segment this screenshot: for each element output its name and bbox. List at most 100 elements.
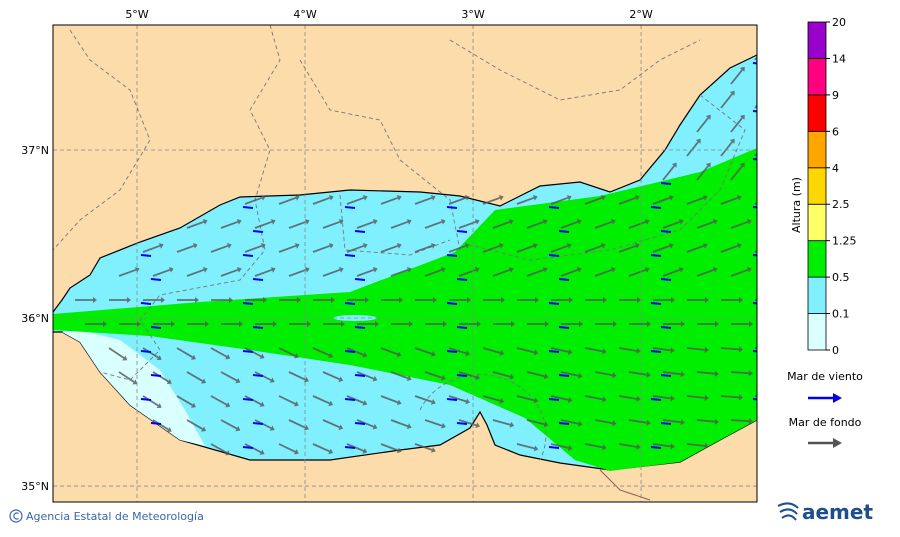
swell-arrow bbox=[210, 244, 229, 253]
colorbar-label: 6 bbox=[832, 125, 839, 138]
swell-arrow-head bbox=[464, 243, 470, 249]
swell-arrow bbox=[754, 347, 757, 350]
wind-sea-arrow bbox=[252, 278, 264, 281]
swell-arrow bbox=[278, 347, 296, 357]
swell-arrow-head bbox=[474, 267, 480, 273]
wind-sea-arrow bbox=[456, 422, 468, 425]
swell-arrow bbox=[526, 419, 545, 426]
swell-arrow bbox=[560, 220, 579, 229]
logo-mark bbox=[777, 502, 799, 521]
swell-arrow bbox=[414, 244, 433, 253]
swell-arrow bbox=[492, 371, 511, 378]
swell-arrow-head bbox=[205, 321, 209, 327]
wind-sea-arrow bbox=[660, 374, 672, 377]
swell-arrow-head bbox=[475, 374, 481, 381]
swell-arrow bbox=[652, 196, 671, 205]
swell-arrow-head bbox=[103, 321, 107, 327]
swell-arrow-head bbox=[577, 420, 583, 427]
swell-arrow-head bbox=[764, 43, 769, 48]
swell-arrow-head bbox=[259, 353, 265, 359]
swell-arrow bbox=[720, 93, 733, 109]
wind-sea-arrow bbox=[344, 302, 356, 305]
wind-sea-arrow bbox=[660, 182, 672, 185]
swell-arrow-head bbox=[508, 267, 514, 273]
swell-arrow bbox=[730, 419, 750, 423]
swell-arrow-head bbox=[567, 348, 573, 355]
swell-arrow-head bbox=[201, 378, 207, 384]
swell-arrow bbox=[346, 395, 364, 404]
swell-arrow bbox=[424, 220, 443, 229]
swell-arrow-head bbox=[509, 373, 515, 380]
swell-arrow-head bbox=[338, 424, 344, 430]
wind-sea-arrow bbox=[242, 398, 254, 401]
swell-arrow-head bbox=[440, 219, 446, 225]
swell-arrow-head bbox=[533, 397, 539, 404]
swell-arrow-head bbox=[338, 267, 344, 273]
swell-arrow-head bbox=[225, 450, 231, 456]
wind-sea-arrow bbox=[650, 254, 662, 257]
swell-arrow-head bbox=[499, 350, 505, 356]
swell-arrow-head bbox=[736, 195, 742, 201]
swell-arrow-head bbox=[293, 449, 299, 455]
border bbox=[419, 374, 547, 461]
swell-arrow-head bbox=[704, 394, 709, 401]
swell-arrow bbox=[176, 395, 193, 406]
swell-arrow-head bbox=[704, 442, 709, 449]
swell-arrow-head bbox=[533, 349, 539, 356]
swell-arrow-head bbox=[739, 114, 745, 120]
colorbar-bin bbox=[807, 167, 827, 205]
colorbar-title: Altura (m) bbox=[790, 177, 803, 233]
swell-arrow-head bbox=[545, 321, 549, 327]
swell-arrow-head bbox=[259, 401, 265, 407]
swell-arrow bbox=[312, 443, 330, 453]
swell-arrow-head bbox=[431, 399, 436, 405]
border bbox=[53, 29, 151, 251]
swell-arrow bbox=[550, 347, 569, 353]
swell-arrow-head bbox=[695, 138, 701, 144]
swell-arrow-head bbox=[396, 243, 402, 249]
wind-sea-arrow bbox=[354, 278, 366, 281]
swell-arrow-head bbox=[431, 351, 436, 357]
swell-arrow-head bbox=[498, 243, 504, 249]
swell-arrow-head bbox=[636, 443, 641, 450]
swell-arrow-head bbox=[362, 243, 368, 249]
wind-sea-arrow bbox=[456, 326, 468, 329]
swell-arrow bbox=[244, 244, 263, 253]
swell-arrow bbox=[220, 419, 238, 430]
legend-label: Mar de viento bbox=[787, 370, 863, 383]
colorbar-label: 0.1 bbox=[832, 308, 850, 321]
swell-arrow bbox=[288, 419, 306, 429]
swell-arrow bbox=[686, 395, 705, 399]
swell-arrow-head bbox=[736, 243, 742, 249]
swell-arrow-head bbox=[670, 347, 675, 354]
colorbar-bin bbox=[807, 313, 827, 351]
wind-sea-arrow bbox=[558, 278, 570, 281]
lat-label: 37°N bbox=[21, 144, 49, 157]
swell-arrow-head bbox=[704, 346, 709, 353]
swell-arrow-head bbox=[465, 350, 470, 357]
swell-arrow bbox=[414, 196, 433, 205]
wind-sea-arrow bbox=[252, 422, 264, 425]
swell-arrow-head bbox=[273, 321, 277, 327]
swell-arrow-head bbox=[746, 267, 752, 273]
wind-sea-arrow bbox=[650, 398, 662, 401]
swell-arrow bbox=[516, 196, 535, 205]
wind-sea-arrow bbox=[752, 302, 757, 305]
swell-arrow-head bbox=[610, 267, 616, 273]
swell-arrow-head bbox=[603, 297, 607, 303]
wind-sea-arrow bbox=[242, 206, 254, 209]
swell-arrow-head bbox=[297, 297, 301, 303]
wind-sea-arrow bbox=[752, 398, 757, 401]
swell-arrow bbox=[516, 395, 535, 402]
swell-arrow bbox=[584, 395, 603, 401]
wind-sea-arrow bbox=[456, 374, 468, 377]
swell-arrow-head bbox=[771, 195, 776, 201]
wind-sea-arrow bbox=[140, 254, 152, 257]
swell-arrow-head bbox=[511, 321, 515, 327]
swell-arrow bbox=[176, 244, 195, 253]
border bbox=[99, 25, 281, 381]
legend-label: Mar de fondo bbox=[789, 416, 862, 429]
swell-arrow-head bbox=[705, 297, 709, 303]
swell-arrow bbox=[730, 371, 750, 375]
swell-arrow bbox=[686, 244, 705, 253]
